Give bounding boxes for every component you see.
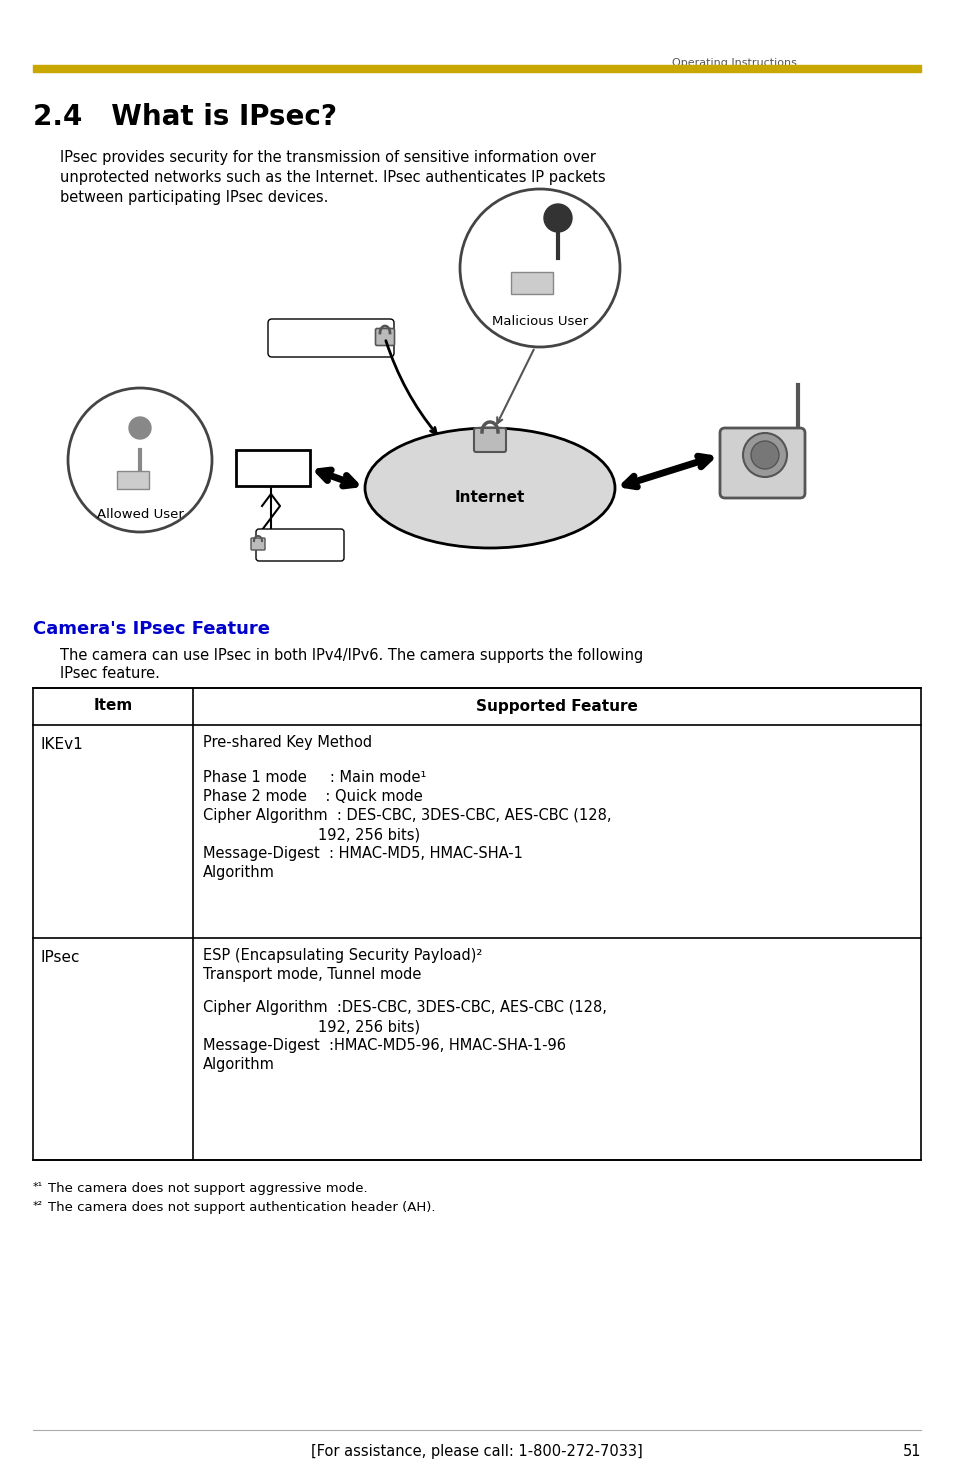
FancyBboxPatch shape (255, 530, 344, 560)
Circle shape (742, 434, 786, 476)
Text: 192, 256 bits): 192, 256 bits) (317, 1019, 419, 1034)
FancyBboxPatch shape (251, 538, 265, 550)
Text: Image: Image (246, 471, 299, 485)
Text: 192, 256 bits): 192, 256 bits) (317, 827, 419, 842)
Text: Internet: Internet (455, 490, 525, 504)
Text: Item: Item (93, 699, 132, 714)
Text: The camera can use IPsec in both IPv4/IPv6. The camera supports the following: The camera can use IPsec in both IPv4/IP… (60, 648, 642, 662)
Text: Phase 1 mode     : Main mode¹: Phase 1 mode : Main mode¹ (203, 770, 426, 785)
Text: between participating IPsec devices.: between participating IPsec devices. (60, 190, 328, 205)
Bar (33, 687, 920, 1159)
Circle shape (750, 441, 779, 469)
Text: Phase 2 mode    : Quick mode: Phase 2 mode : Quick mode (203, 789, 422, 804)
FancyBboxPatch shape (235, 450, 310, 485)
Text: Operating Instructions: Operating Instructions (671, 58, 796, 68)
Text: Message-Digest  : HMAC-MD5, HMAC-SHA-1: Message-Digest : HMAC-MD5, HMAC-SHA-1 (203, 847, 522, 861)
Text: Message-Digest  :HMAC-MD5-96, HMAC-SHA-1-96: Message-Digest :HMAC-MD5-96, HMAC-SHA-1-… (203, 1038, 565, 1053)
FancyBboxPatch shape (375, 329, 395, 345)
Text: IPsec feature.: IPsec feature. (60, 667, 160, 681)
Circle shape (68, 388, 212, 532)
Text: 51: 51 (902, 1444, 920, 1459)
Text: Transport mode, Tunnel mode: Transport mode, Tunnel mode (203, 968, 421, 982)
Ellipse shape (129, 417, 151, 440)
Text: *¹: *¹ (33, 1181, 43, 1192)
FancyBboxPatch shape (268, 319, 394, 357)
Text: Pre-shared Key Method: Pre-shared Key Method (203, 735, 372, 749)
Text: IKEv1: IKEv1 (41, 738, 84, 752)
Circle shape (543, 204, 572, 232)
Text: *²: *² (33, 1201, 43, 1211)
Text: IPsec: IPsec (41, 950, 80, 965)
Text: The camera does not support aggressive mode.: The camera does not support aggressive m… (48, 1181, 367, 1195)
Text: Cipher Algorithm  :DES-CBC, 3DES-CBC, AES-CBC (128,: Cipher Algorithm :DES-CBC, 3DES-CBC, AES… (203, 1000, 606, 1015)
Text: Allowed User: Allowed User (96, 507, 183, 521)
Text: Malicious User: Malicious User (492, 316, 587, 327)
Text: Unreadable: Unreadable (286, 342, 357, 355)
Text: 2.4   What is IPsec?: 2.4 What is IPsec? (33, 103, 336, 131)
Text: [For assistance, please call: 1-800-272-7033]: [For assistance, please call: 1-800-272-… (311, 1444, 642, 1459)
Text: Readable: Readable (274, 544, 334, 558)
FancyBboxPatch shape (511, 271, 553, 294)
Bar (33, 65, 920, 72)
FancyBboxPatch shape (117, 471, 149, 490)
FancyBboxPatch shape (474, 428, 505, 451)
Text: Supported Feature: Supported Feature (476, 699, 638, 714)
Text: Algorithm: Algorithm (203, 864, 274, 881)
Text: Algorithm: Algorithm (203, 1058, 274, 1072)
FancyBboxPatch shape (720, 428, 804, 499)
Text: Camera's IPsec Feature: Camera's IPsec Feature (33, 620, 270, 639)
Text: IPsec provides security for the transmission of sensitive information over: IPsec provides security for the transmis… (60, 150, 596, 165)
Ellipse shape (459, 189, 619, 347)
Text: The camera does not support authentication header (AH).: The camera does not support authenticati… (48, 1201, 435, 1214)
Text: ESP (Encapsulating Security Payload)²: ESP (Encapsulating Security Payload)² (203, 948, 482, 963)
Text: Cipher Algorithm  : DES-CBC, 3DES-CBC, AES-CBC (128,: Cipher Algorithm : DES-CBC, 3DES-CBC, AE… (203, 808, 611, 823)
Text: unprotected networks such as the Internet. IPsec authenticates IP packets: unprotected networks such as the Interne… (60, 170, 605, 184)
Ellipse shape (365, 428, 615, 549)
